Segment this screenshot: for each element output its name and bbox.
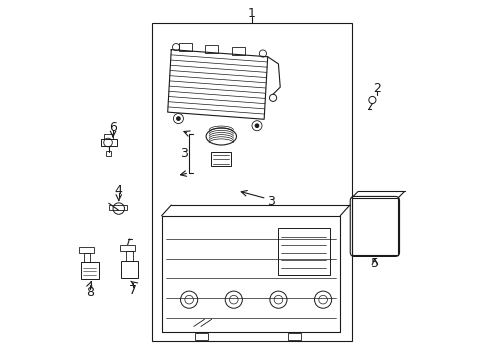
Bar	[351, 198, 397, 255]
Bar	[106, 152, 111, 156]
Text: 3: 3	[267, 195, 275, 208]
Bar	[125, 251, 133, 261]
Bar	[108, 205, 126, 210]
Text: 2: 2	[372, 82, 380, 95]
Bar	[232, 47, 244, 55]
Bar	[104, 134, 113, 139]
Circle shape	[176, 117, 180, 120]
Bar	[211, 152, 231, 166]
Text: 4: 4	[115, 184, 122, 197]
Bar	[120, 245, 135, 251]
Circle shape	[255, 124, 258, 127]
Text: 3: 3	[180, 147, 187, 160]
Bar	[151, 23, 351, 341]
Text: 1: 1	[247, 8, 255, 21]
Text: 8: 8	[86, 286, 94, 299]
Bar	[121, 261, 138, 278]
Bar	[101, 139, 117, 146]
Bar	[81, 262, 99, 279]
Bar	[205, 45, 218, 53]
Bar	[83, 253, 90, 262]
Bar	[80, 247, 94, 253]
Text: 5: 5	[370, 257, 378, 270]
Bar	[179, 43, 192, 51]
Bar	[195, 333, 207, 340]
Bar	[287, 333, 300, 340]
Bar	[277, 228, 329, 275]
Text: 6: 6	[109, 121, 117, 134]
Text: 7: 7	[129, 284, 137, 297]
